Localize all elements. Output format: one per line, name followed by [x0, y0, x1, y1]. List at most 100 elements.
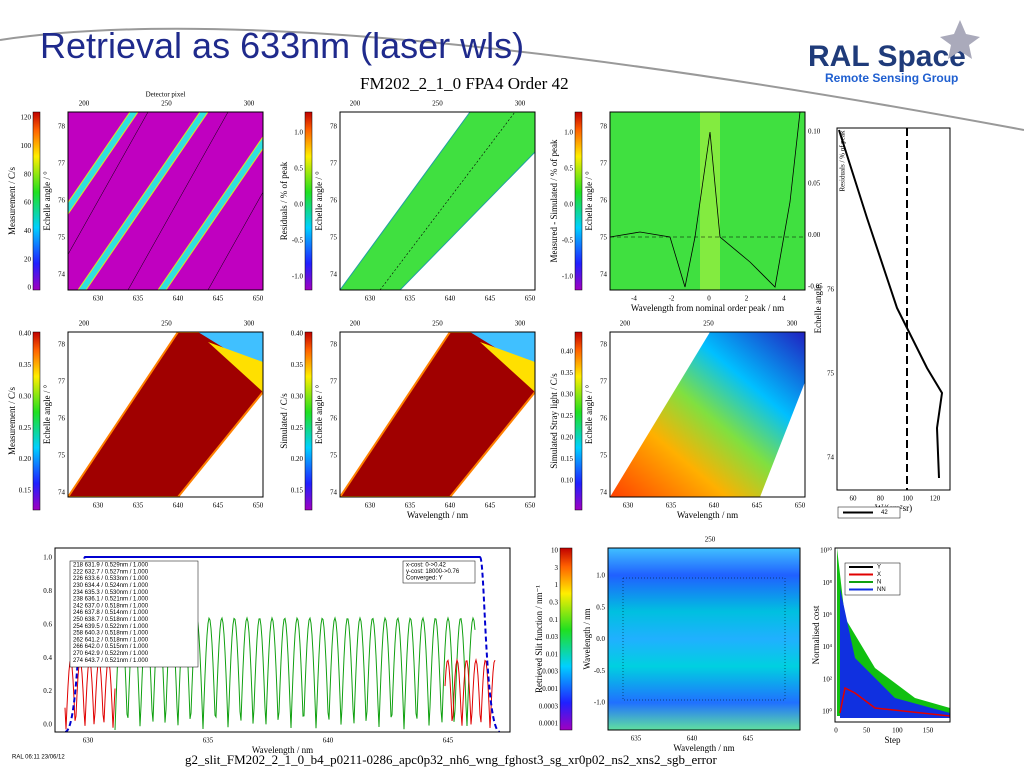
y-tick-label: 77: [330, 378, 338, 386]
legend-entry: 238 636.1 / 0.521nm / 1.000: [73, 597, 149, 603]
time-stamp: RAL 06:11 23/06/12: [12, 755, 65, 761]
colorbar-label: Retrieved Slit function / nm⁻¹: [534, 585, 544, 693]
file-name: g2_slit_FM202_2_1_0_b4_p0211-0286_apc0p3…: [185, 752, 717, 767]
colorbar-tick: -1.0: [292, 273, 304, 281]
colorbar-tick: -1.0: [562, 273, 574, 281]
top-tick-label: 300: [244, 100, 255, 108]
colorbar-tick: 0.20: [291, 455, 304, 463]
colorbar-tick: 100: [21, 142, 32, 150]
x-tick-label: 640: [173, 502, 184, 510]
colorbar-tick: 0.1: [549, 616, 558, 624]
right-tick-label: -0.05: [808, 283, 823, 291]
top-tick-label: 300: [515, 100, 526, 108]
plot-frame: [67, 331, 264, 498]
x-tick-label: 645: [743, 735, 754, 743]
profile-line: [838, 129, 944, 479]
plot-frame: [339, 111, 536, 291]
x-tick-label: -2: [669, 295, 675, 303]
contour: [207, 191, 263, 290]
swoosh: [0, 27, 1024, 131]
colorbar: [574, 111, 583, 291]
top-tick-label: 200: [350, 100, 361, 108]
colorbar-tick: 0.40: [19, 330, 32, 338]
colorbar-tick: 0.0003: [539, 702, 559, 710]
x-tick-label: 635: [666, 502, 677, 510]
colorbar: [304, 111, 313, 291]
y-tick-label: 78: [330, 123, 338, 131]
y-axis-label: Echelle angle / °: [42, 384, 52, 444]
x-axis-label: Wavelength / nm: [673, 743, 734, 753]
y-tick-label: 77: [600, 378, 608, 386]
x-tick-label: 120: [930, 495, 941, 503]
plot-title: FM202_2_1_0 FPA4 Order 42: [360, 74, 569, 93]
y-tick-label: 76: [600, 415, 608, 423]
image-stripe: [157, 135, 263, 290]
logo: RAL Space: [808, 40, 966, 73]
legend-entry: N: [877, 580, 881, 586]
y-tick-label: 74: [600, 489, 608, 497]
plot-content: [838, 128, 944, 490]
y-tick-label: 74: [827, 454, 835, 462]
x-tick-label: 650: [253, 502, 264, 510]
colorbar-tick: 120: [21, 114, 32, 122]
plot-content: [68, 332, 263, 497]
colorbar-tick: 0.25: [19, 424, 32, 432]
colorbar-tick: -0.5: [562, 237, 574, 245]
x-tick-label: 635: [133, 502, 144, 510]
colorbar-tick: 1: [555, 581, 559, 589]
x-tick-label: 640: [687, 735, 698, 743]
y-tick-label: 78: [58, 123, 66, 131]
x-tick-label: 635: [133, 295, 144, 303]
right-tick-label: 0.10: [808, 128, 821, 136]
plot-content: [608, 548, 800, 730]
x-axis-label: Wavelength / nm: [252, 745, 313, 755]
colorbar-tick: 0.25: [561, 412, 574, 420]
top-tick-label: 250: [161, 100, 172, 108]
y-tick-label: 1.0: [596, 572, 605, 580]
x-tick-label: 645: [485, 295, 496, 303]
colorbar: [32, 111, 41, 291]
plot-content: [837, 548, 950, 718]
edge-curves: [444, 658, 496, 728]
x-tick-label: 60: [850, 495, 858, 503]
colorbar-tick: 0.0001: [539, 720, 559, 728]
y-tick-label: 77: [600, 160, 608, 168]
legend-entry: 254 639.5 / 0.522nm / 1.000: [73, 624, 149, 630]
y-tick-label: 0.8: [43, 587, 52, 595]
x-tick-label: 635: [405, 502, 416, 510]
plot-content: [68, 112, 263, 290]
legend-entry: 250 638.7 / 0.518nm / 1.000: [73, 617, 149, 623]
plot-frame: [609, 111, 806, 291]
x-tick-label: 630: [93, 502, 104, 510]
image-band: [68, 332, 263, 497]
y-tick-label: 76: [827, 286, 835, 294]
y-tick-label: 74: [600, 271, 608, 279]
y-tick-label: 78: [58, 341, 66, 349]
colorbar-tick: 10: [551, 547, 559, 555]
y-tick-label: 74: [58, 271, 66, 279]
edge-curves: [64, 658, 116, 730]
colorbar-label: Simulated Stray light / C/s: [549, 373, 559, 469]
y-tick-label: 74: [330, 489, 338, 497]
y-tick-label: 78: [330, 341, 338, 349]
x-tick-label: 635: [203, 737, 214, 745]
x-tick-label: 630: [623, 502, 634, 510]
x-tick-label: 630: [83, 737, 94, 745]
colorbar: [304, 331, 313, 511]
colorbar: [574, 331, 583, 511]
y-tick-label: 0.2: [43, 687, 52, 695]
right-axis-label: Residuals / % of peak: [839, 130, 847, 192]
image-band: [700, 112, 720, 290]
cost-band: [840, 588, 950, 718]
plot-content: [340, 112, 535, 290]
y-tick-label: 74: [58, 489, 66, 497]
legend-entry: 42: [881, 510, 888, 516]
x-tick-label: 0: [707, 295, 711, 303]
y-tick-label: 75: [600, 452, 608, 460]
y-tick-label: 10²: [823, 675, 832, 683]
colorbar-tick: 0.15: [291, 487, 304, 495]
y-tick-label: 74: [330, 271, 338, 279]
colorbar-tick: 0.15: [561, 455, 574, 463]
colorbar-tick: 0.10: [561, 477, 574, 485]
slide-title: Retrieval as 633nm (laser wls): [40, 25, 524, 66]
